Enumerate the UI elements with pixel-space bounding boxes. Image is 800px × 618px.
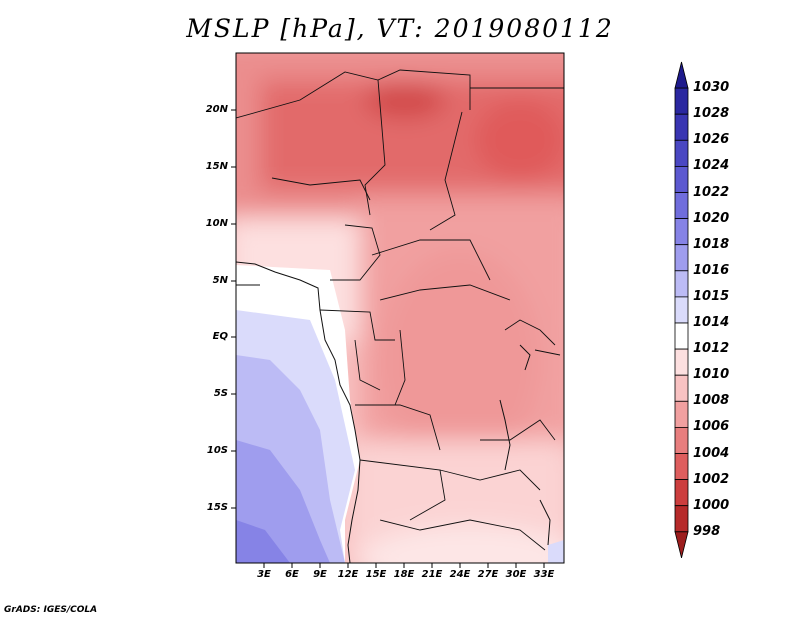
map-title: MSLP [hPa], VT: 2019080112 bbox=[186, 14, 614, 43]
colorbar-label: 1018 bbox=[693, 236, 730, 252]
colorbar-cell bbox=[674, 505, 689, 533]
pressure-band-1008-congo bbox=[380, 250, 540, 470]
colorbar-cell bbox=[674, 218, 689, 246]
ocean-se-corner bbox=[548, 540, 564, 563]
y-axis-ticks bbox=[231, 109, 236, 509]
colorbar-label: 1008 bbox=[693, 393, 730, 409]
colorbar-cell bbox=[674, 270, 689, 298]
colorbar-label: 998 bbox=[693, 523, 721, 539]
colorbar-cell bbox=[674, 400, 689, 428]
colorbar-cell bbox=[674, 165, 689, 193]
colorbar-cell bbox=[674, 322, 689, 350]
colorbar-cell bbox=[674, 244, 689, 272]
x-label-27e: 27E bbox=[477, 569, 499, 580]
colorbar-cell bbox=[674, 531, 689, 558]
x-label-3e: 3E bbox=[257, 569, 271, 580]
colorbar-label: 1015 bbox=[693, 288, 730, 304]
colorbar-cell bbox=[674, 453, 689, 481]
map-frame bbox=[235, 52, 565, 564]
coastline bbox=[236, 261, 551, 563]
country-borders bbox=[236, 69, 564, 551]
x-label-33e: 33E bbox=[533, 569, 555, 580]
colorbar-label: 1030 bbox=[693, 80, 730, 96]
colorbar-cell bbox=[674, 426, 689, 454]
y-label-10n: 10N bbox=[205, 218, 228, 229]
x-axis-ticks bbox=[263, 563, 545, 568]
y-label-eq: EQ bbox=[212, 331, 228, 342]
colorbar-label: 1000 bbox=[693, 497, 730, 513]
colorbar-cell bbox=[674, 113, 689, 141]
y-label-15s: 15S bbox=[206, 502, 228, 513]
colorbar-label: 1016 bbox=[693, 262, 730, 278]
x-label-18e: 18E bbox=[393, 569, 415, 580]
colorbar-label: 1026 bbox=[693, 132, 730, 148]
colorbar-label: 1010 bbox=[693, 367, 730, 383]
colorbar-cell bbox=[674, 374, 689, 402]
colorbar-label: 1024 bbox=[693, 158, 730, 174]
pressure-low-centre bbox=[365, 82, 445, 118]
colorbar-cell bbox=[674, 61, 689, 89]
x-label-21e: 21E bbox=[421, 569, 443, 580]
y-label-10s: 10S bbox=[206, 445, 228, 456]
colorbar-label: 1022 bbox=[693, 184, 730, 200]
y-label-5n: 5N bbox=[212, 275, 228, 286]
colorbar-cell bbox=[674, 296, 689, 324]
ocean-1020 bbox=[236, 520, 290, 563]
x-label-12e: 12E bbox=[337, 569, 359, 580]
y-label-20n: 20N bbox=[205, 104, 228, 115]
x-label-30e: 30E bbox=[505, 569, 527, 580]
colorbar-label: 1028 bbox=[693, 106, 730, 122]
colorbar-cell bbox=[674, 87, 689, 115]
y-label-5s: 5S bbox=[213, 388, 228, 399]
x-label-15e: 15E bbox=[365, 569, 387, 580]
colorbar-label: 1004 bbox=[693, 445, 730, 461]
colorbar-cell bbox=[674, 479, 689, 507]
colorbar bbox=[674, 61, 689, 558]
pressure-band-1014-south bbox=[360, 525, 564, 563]
x-label-6e: 6E bbox=[285, 569, 299, 580]
x-label-24e: 24E bbox=[449, 569, 471, 580]
y-label-15n: 15N bbox=[205, 161, 228, 172]
colorbar-label: 1002 bbox=[693, 471, 730, 487]
colorbar-cell bbox=[674, 139, 689, 167]
colorbar-label: 1006 bbox=[693, 419, 730, 435]
colorbar-label: 1014 bbox=[693, 315, 730, 330]
colorbar-label: 1012 bbox=[693, 341, 730, 357]
x-label-9e: 9E bbox=[313, 569, 327, 580]
pressure-low-east bbox=[475, 100, 564, 180]
colorbar-cell bbox=[674, 348, 689, 376]
colorbar-cell bbox=[674, 192, 689, 220]
grads-credit: GrADS: IGES/COLA bbox=[4, 605, 98, 615]
colorbar-label: 1020 bbox=[693, 210, 730, 226]
